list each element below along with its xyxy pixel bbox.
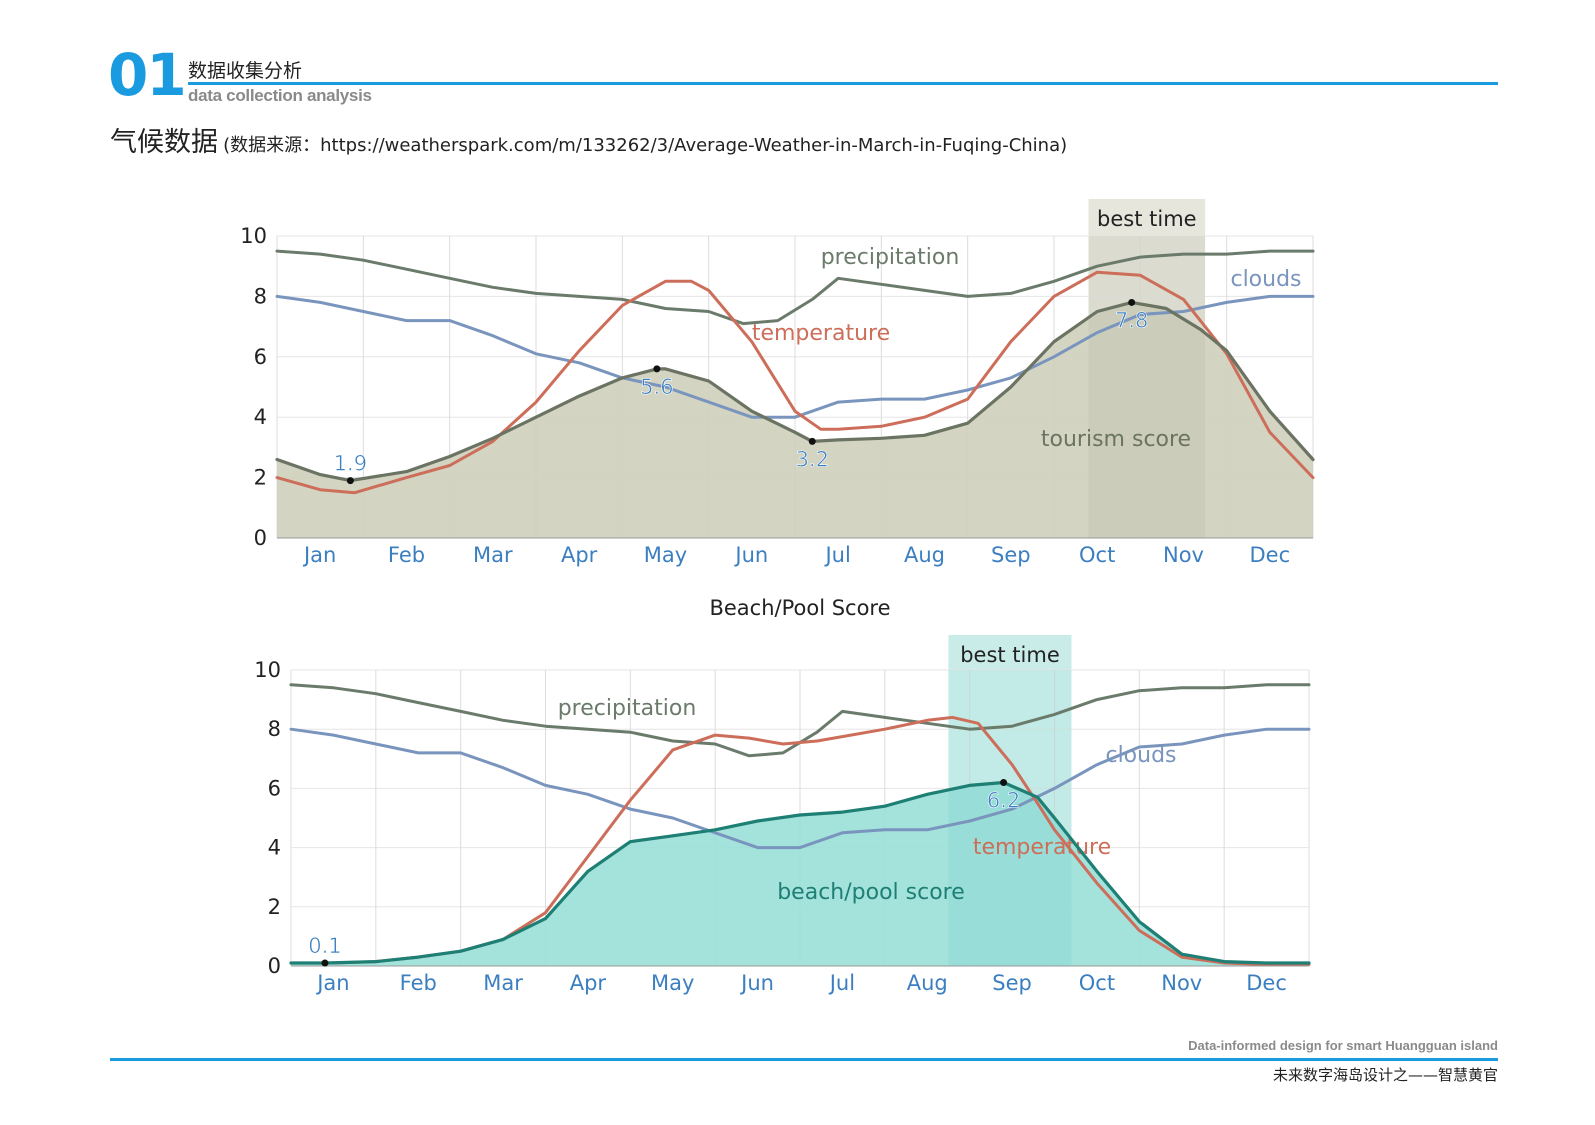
series-label-precipitation: precipitation: [558, 696, 697, 721]
y-tick-label: 0: [254, 526, 267, 550]
series-line-clouds: [275, 294, 1315, 419]
month-label-oct: Oct: [1079, 543, 1115, 567]
month-label-jul: Jul: [823, 543, 850, 567]
best-time-tag: [1088, 199, 1206, 236]
point-value-label: 5.6: [640, 375, 673, 399]
series-line-temperature: [275, 270, 1315, 495]
month-label-nov: Nov: [1163, 543, 1204, 567]
series-label-temperature: temperature: [752, 321, 890, 346]
chart-2: Beach/Pool Score best time 0 2 4 6 8 10 Jan Feb Ma…: [254, 596, 1311, 995]
month-label-jul: Jul: [828, 971, 855, 995]
month-label-nov: Nov: [1161, 971, 1202, 995]
section-number: 01: [108, 41, 187, 109]
month-label-aug: Aug: [904, 543, 945, 567]
best-time-label: best time: [1097, 207, 1197, 231]
series-label-clouds: clouds: [1230, 267, 1301, 292]
month-label-feb: Feb: [388, 543, 425, 567]
y-tick-label: 2: [254, 466, 267, 490]
section-heading: 气候数据 (数据来源：https://weatherspark.com/m/13…: [110, 120, 1067, 159]
y-tick-label: 4: [254, 405, 267, 429]
point-value-label: 7.8: [1115, 308, 1148, 332]
best-time-tag: [948, 635, 1072, 670]
y-tick-label: 6: [254, 345, 267, 369]
best-time-label: best time: [960, 643, 1060, 667]
point-value-label: 6.2: [987, 788, 1020, 812]
footer-divider: [110, 1058, 1498, 1061]
point-marker: [321, 959, 329, 967]
month-label-dec: Dec: [1250, 543, 1291, 567]
month-label-aug: Aug: [907, 971, 948, 995]
y-tick-label: 8: [268, 717, 281, 741]
point-value-label: 1.9: [334, 452, 367, 476]
month-label-sep: Sep: [992, 971, 1032, 995]
month-label-mar: Mar: [483, 971, 523, 995]
section-title: 气候数据: [110, 127, 218, 158]
month-label-jan: Jan: [302, 543, 336, 567]
y-tick-label: 10: [254, 658, 281, 682]
y-tick-label: 6: [268, 776, 281, 800]
best-time-overlay: [1088, 236, 1206, 538]
month-label-feb: Feb: [400, 971, 437, 995]
point-marker: [1000, 778, 1008, 786]
series-line-precipitation: [275, 249, 1315, 326]
series-line-beach-pool-score: [289, 780, 1311, 965]
point-marker: [653, 365, 661, 373]
series-line-tourism-score: [275, 300, 1315, 483]
header-divider: [188, 82, 1498, 85]
best-time-overlay: [948, 670, 1072, 966]
series-label-clouds: clouds: [1105, 743, 1176, 768]
y-tick-label: 8: [254, 284, 267, 308]
month-label-oct: Oct: [1079, 971, 1115, 995]
y-tick-label: 10: [240, 224, 267, 248]
point-marker: [808, 437, 816, 445]
footer-chinese: 未来数字海岛设计之——智慧黄官: [1272, 1066, 1498, 1084]
y-tick-label: 4: [268, 836, 281, 860]
month-label-jan: Jan: [315, 971, 349, 995]
month-label-dec: Dec: [1246, 971, 1287, 995]
y-tick-label: 2: [268, 895, 281, 919]
month-label-apr: Apr: [561, 543, 598, 567]
chart-title: Beach/Pool Score: [709, 596, 890, 620]
month-label-jun: Jun: [733, 543, 768, 567]
point-value-label: 3.2: [796, 447, 829, 471]
month-label-sep: Sep: [991, 543, 1031, 567]
month-label-apr: Apr: [570, 971, 607, 995]
score-area: [277, 302, 1313, 538]
series-label-temperature: temperature: [973, 835, 1111, 860]
month-label-mar: Mar: [473, 543, 513, 567]
point-value-label: 0.1: [308, 934, 341, 958]
point-marker: [1128, 298, 1136, 306]
series-line-clouds: [289, 727, 1311, 850]
footer-english: Data-informed design for smart Huangguan…: [1188, 1038, 1498, 1053]
month-label-may: May: [644, 543, 687, 567]
page-title-en: data collection analysis: [188, 86, 372, 105]
month-label-may: May: [651, 971, 694, 995]
page-title-cn: 数据收集分析: [188, 60, 303, 82]
data-source: (数据来源：https://weatherspark.com/m/133262/…: [223, 135, 1068, 156]
point-marker: [346, 477, 354, 485]
series-label-precipitation: precipitation: [821, 245, 960, 270]
month-label-jun: Jun: [739, 971, 774, 995]
series-label-beach-pool-score: beach/pool score: [777, 880, 965, 905]
chart-1: best time 0 2 4 6 8 10 Jan Feb Mar Apr May Jun Jul Aug…: [240, 199, 1315, 567]
series-label-tourism-score: tourism score: [1041, 427, 1191, 452]
y-tick-label: 0: [268, 954, 281, 978]
